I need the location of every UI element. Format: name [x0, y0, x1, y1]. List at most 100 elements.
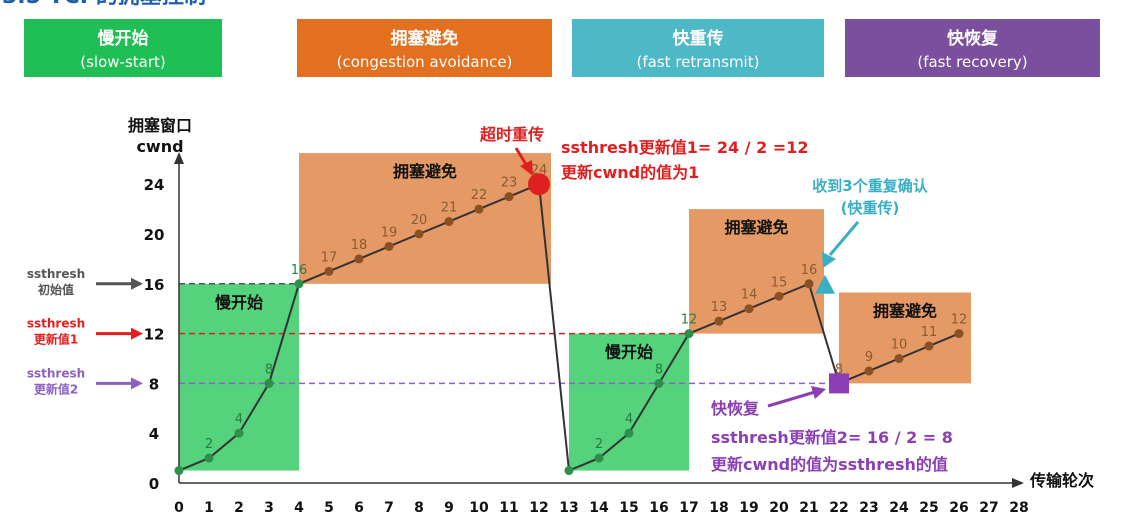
- cwnd-data-label: 12: [951, 313, 968, 328]
- x-tick-label: 7: [384, 500, 394, 516]
- threshold-arrow-head: [131, 277, 143, 290]
- cwnd-data-label: 8: [835, 362, 843, 377]
- cwnd-series: 2481617181920212223242481213141516891011…: [174, 163, 968, 476]
- dup-ack-label: (快重传): [841, 199, 900, 217]
- phase-name: 快恢复: [947, 28, 999, 49]
- y-tick-label: 16: [144, 276, 165, 294]
- y-axis-label: 拥塞窗口: [128, 116, 192, 135]
- y-tick-label: 4: [149, 425, 159, 443]
- timeout-arrow-head: [520, 160, 533, 176]
- phase-band: [572, 19, 824, 77]
- phase-region: [569, 333, 689, 471]
- cwnd-data-point: [954, 329, 964, 339]
- threshold-arrow-head: [131, 327, 143, 340]
- phase-name: 快重传: [673, 28, 724, 49]
- phase-band: [297, 19, 552, 77]
- cwnd-data-label: 10: [891, 338, 908, 353]
- x-tick-label: 2: [234, 500, 244, 516]
- y-axis-label: cwnd: [136, 137, 183, 156]
- x-tick-label: 23: [859, 500, 878, 516]
- cwnd-data-label: 22: [471, 188, 488, 203]
- dup-ack-arrow-head: [822, 252, 836, 268]
- fast-recovery-label: 快恢复: [711, 399, 760, 418]
- threshold-label-line1: ssthresh: [27, 366, 85, 380]
- cwnd-data-point: [714, 316, 724, 326]
- cwnd-data-point: [354, 254, 364, 264]
- x-tick-label: 14: [589, 500, 609, 516]
- phase-english-name: (fast recovery): [917, 53, 1027, 71]
- x-tick-label: 26: [949, 500, 968, 516]
- cwnd-data-point: [324, 266, 334, 276]
- cwnd-data-point: [564, 466, 574, 476]
- fast-recovery-arrow-head: [811, 386, 826, 399]
- x-tick-label: 4: [294, 500, 304, 516]
- x-tick-label: 12: [529, 500, 548, 516]
- x-tick-label: 22: [829, 500, 848, 516]
- cwnd-data-label: 20: [411, 213, 428, 228]
- phase-region: [179, 283, 299, 471]
- cwnd-data-label: 16: [291, 263, 308, 278]
- y-tick-label: 0: [149, 475, 159, 493]
- dup-ack-arrow-shaft: [828, 221, 860, 256]
- cwnd-data-point: [684, 329, 694, 339]
- x-tick-label: 1: [204, 500, 214, 516]
- cwnd-data-label: 13: [711, 300, 728, 315]
- x-tick-label: 24: [889, 500, 909, 516]
- page-title: 3.5 TCP的拥塞控制: [2, 0, 206, 9]
- cwnd-data-label: 15: [771, 275, 788, 290]
- x-tick-label: 28: [1009, 500, 1028, 516]
- threshold-label-line2: 更新值2: [34, 381, 78, 396]
- x-tick-label: 9: [444, 500, 454, 516]
- dup-ack-marker: [815, 274, 835, 294]
- cwnd-data-point: [864, 366, 874, 376]
- y-tick-label: 24: [144, 176, 165, 194]
- timeout-label: 超时重传: [479, 125, 544, 144]
- phase-region-label: 拥塞避免: [724, 218, 788, 237]
- cwnd-data-label: 23: [501, 176, 518, 191]
- fast-recovery-note: 更新cwnd的值为ssthresh的值: [711, 455, 948, 474]
- phase-name: 拥塞避免: [391, 28, 459, 49]
- x-tick-label: 25: [919, 500, 938, 516]
- phase-name: 慢开始: [98, 28, 149, 49]
- phase-region-label: 慢开始: [215, 293, 263, 312]
- cwnd-data-point: [924, 341, 934, 351]
- fast-recovery-marker: [829, 373, 849, 394]
- x-tick-label: 5: [324, 500, 334, 516]
- x-tick-label: 6: [354, 500, 364, 516]
- cwnd-data-label: 17: [321, 250, 338, 265]
- x-tick-label: 11: [499, 500, 518, 516]
- x-tick-label: 13: [559, 500, 578, 516]
- fast-recovery-arrow-shaft: [767, 390, 816, 408]
- cwnd-data-label: 8: [265, 362, 273, 377]
- x-axis-label: 传输轮次: [1029, 471, 1094, 490]
- timeout-note: 更新cwnd的值为1: [561, 163, 699, 182]
- cwnd-data-point: [804, 279, 814, 289]
- x-tick-label: 27: [979, 500, 998, 516]
- cwnd-data-label: 9: [865, 350, 873, 365]
- x-tick-label: 3: [264, 500, 274, 516]
- cwnd-data-point: [474, 204, 484, 214]
- annotations: 超时重传 ssthresh更新值1= 24 / 2 =12 更新cwnd的值为1 收到…: [479, 125, 953, 474]
- cwnd-data-label: 4: [625, 412, 633, 427]
- phase-band: [845, 19, 1100, 77]
- y-tick-label: 8: [149, 375, 159, 393]
- cwnd-data-label: 18: [351, 238, 368, 253]
- cwnd-data-point: [234, 428, 244, 438]
- cwnd-data-point: [444, 217, 454, 227]
- cwnd-data-point: [774, 291, 784, 301]
- threshold-arrow-head: [131, 377, 143, 390]
- x-tick-label: 0: [174, 500, 184, 516]
- x-tick-label: 10: [469, 500, 489, 516]
- cwnd-data-point: [264, 378, 274, 388]
- x-tick-label: 20: [769, 500, 789, 516]
- cwnd-data-point: [594, 453, 604, 463]
- cwnd-data-point: [504, 192, 514, 202]
- threshold-label-line1: ssthresh: [27, 317, 85, 331]
- cwnd-data-label: 12: [681, 313, 698, 328]
- phase-region-label: 慢开始: [605, 343, 653, 362]
- cwnd-data-label: 2: [595, 437, 603, 452]
- cwnd-data-label: 14: [741, 288, 758, 303]
